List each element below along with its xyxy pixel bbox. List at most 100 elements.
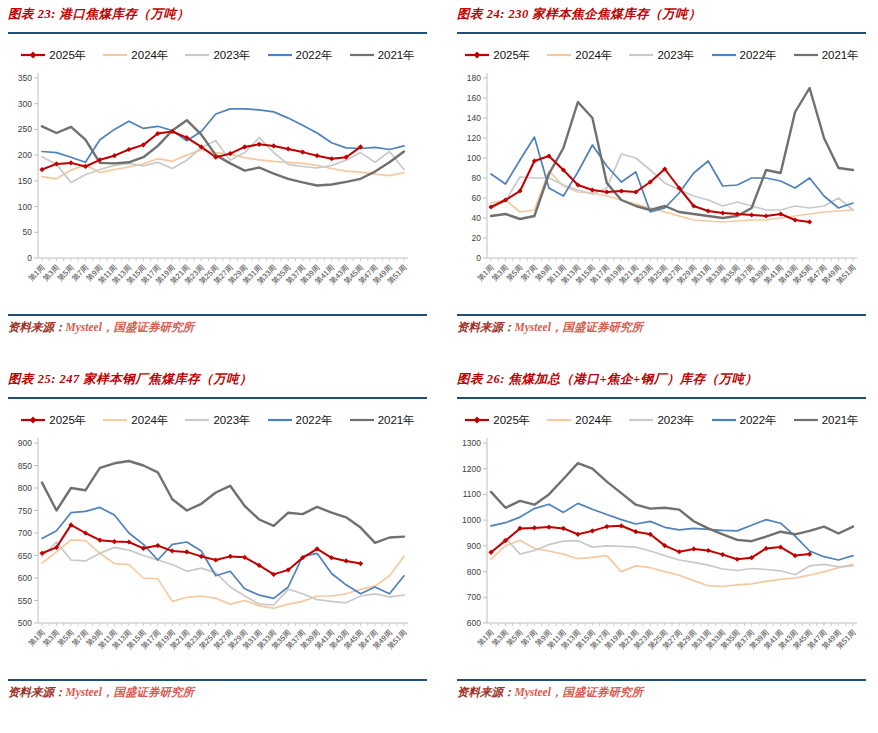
bottom-separator [457,679,866,681]
y-tick-label: 50 [23,227,33,237]
legend-label: 2021年 [378,48,415,63]
legend-label: 2024年 [131,413,168,428]
data-point-diamond-icon [257,142,262,147]
legend-label: 2024年 [575,413,612,428]
data-point-diamond-icon [546,524,551,529]
y-tick-label: 20 [472,233,482,243]
source-text: Mysteel，国盛证券研究所 [66,686,194,698]
data-point-diamond-icon [720,210,725,215]
source-text: Mysteel，国盛证券研究所 [66,321,194,333]
legend-label: 2023年 [213,48,250,63]
legend-line-icon [546,415,572,425]
chart-26-legend: 2025年2024年2023年2022年2021年 [457,411,866,429]
y-tick-label: 100 [18,202,32,212]
data-point-diamond-icon [720,552,725,557]
legend-item-2022: 2022年 [267,48,333,63]
legend-item-2022: 2022年 [711,413,777,428]
y-tick-label: 900 [18,438,32,448]
y-tick-label: 600 [18,573,32,583]
y-tick-label: 500 [18,618,32,628]
legend-label: 2024年 [575,48,612,63]
legend-item-2023: 2023年 [184,413,250,428]
legend-line-icon [793,415,819,425]
legend-label: 2023年 [213,413,250,428]
legend-line-icon [102,50,128,60]
y-tick-label: 700 [467,592,481,602]
data-point-diamond-icon [604,524,609,529]
legend-item-2023: 2023年 [184,48,250,63]
y-tick-label: 600 [467,618,481,628]
chart-23-legend: 2025年 2024年 2023年 2022年 2021年 [8,46,427,64]
data-point-diamond-icon [619,188,624,193]
y-tick-label: 850 [18,461,32,471]
data-point-diamond-icon [590,187,595,192]
y-tick-label: 60 [472,193,482,203]
series-2025-line [491,526,810,559]
legend-item-2021: 2021年 [349,413,415,428]
data-point-diamond-icon [343,558,348,563]
legend-item-2025: 2025年 [464,413,530,428]
legend-item-2023: 2023年 [628,48,694,63]
chart-panel-26: 图表 26: 焦煤加总（港口+焦企+钢厂）库存（万吨） 2025年 2024年 20… [439,365,878,733]
legend-item-2021: 2021年 [349,48,415,63]
legend-line-icon [349,50,375,60]
source-note: 资料来源：Mysteel，国盛证券研究所 [8,684,427,700]
legend-line-icon [184,50,210,60]
legend-item-2024: 2024年 [546,413,612,428]
bottom-separator [8,679,427,681]
data-point-diamond-icon [228,554,233,559]
series-2022-line [491,137,853,212]
data-point-diamond-icon [691,546,696,551]
data-point-diamond-icon [286,146,291,151]
chart-panel-25: 图表 25: 247 家样本钢厂焦煤库存（万吨） 2025年2024年2023年… [0,365,439,733]
series-2024-line [491,540,853,586]
source-text: Mysteel，国盛证券研究所 [515,686,643,698]
y-tick-label: 0 [27,253,32,263]
legend-line-icon [184,415,210,425]
legend-item-2022: 2022年 [711,48,777,63]
legend-label: 2025年 [49,413,86,428]
legend-item-2025: 2025年 [20,413,86,428]
chart-26-canvas: 6007008009001000110012001300第1周第3周第5周第7周… [457,431,869,671]
y-tick-label: 900 [467,541,481,551]
y-tick-label: 1200 [462,464,481,474]
chart-25-canvas: 500550600650700750800850900第1周第3周第5周第7周第… [8,431,420,671]
data-point-diamond-icon [329,156,334,161]
legend-line-icon [464,50,490,60]
legend-label: 2021年 [822,48,859,63]
legend-label: 2025年 [49,48,86,63]
y-tick-label: 750 [18,506,32,516]
chart-23-canvas: 050100150200250300350第1周第3周第5周第7周第9周第11周… [8,66,420,306]
legend-item-2024: 2024年 [102,413,168,428]
source-label: 资料来源： [457,686,515,698]
source-text: Mysteel，国盛证券研究所 [515,321,643,333]
legend-line-icon [628,415,654,425]
legend-line-icon [349,415,375,425]
series-2023-line [491,538,853,575]
data-point-diamond-icon [604,189,609,194]
series-2025-line [42,525,361,575]
legend-item-2023: 2023年 [628,413,694,428]
legend-line-icon [464,415,490,425]
y-tick-label: 120 [467,133,481,143]
title-separator [8,397,427,399]
data-point-diamond-icon [155,543,160,548]
data-point-diamond-icon [735,557,740,562]
legend-label: 2022年 [296,413,333,428]
legend-label: 2021年 [378,413,415,428]
data-point-diamond-icon [807,219,812,224]
legend-item-2021: 2021年 [793,48,859,63]
data-point-diamond-icon [39,167,44,172]
report-figure-grid: 图表 23: 港口焦煤库存（万吨） 2025年2024年2023年2022年20… [0,0,878,733]
series-2021-line [42,461,404,543]
legend-line-icon [546,50,572,60]
y-tick-label: 100 [467,153,481,163]
title-separator [457,397,866,399]
legend-item-2024: 2024年 [102,48,168,63]
legend-line-icon [711,50,737,60]
chart-26-title: 图表 26: 焦煤加总（港口+焦企+钢厂）库存（万吨） [457,371,866,388]
legend-item-2024: 2024年 [546,48,612,63]
title-separator [8,32,427,34]
legend-item-2022: 2022年 [267,413,333,428]
source-note: 资料来源：Mysteel，国盛证券研究所 [457,684,866,700]
